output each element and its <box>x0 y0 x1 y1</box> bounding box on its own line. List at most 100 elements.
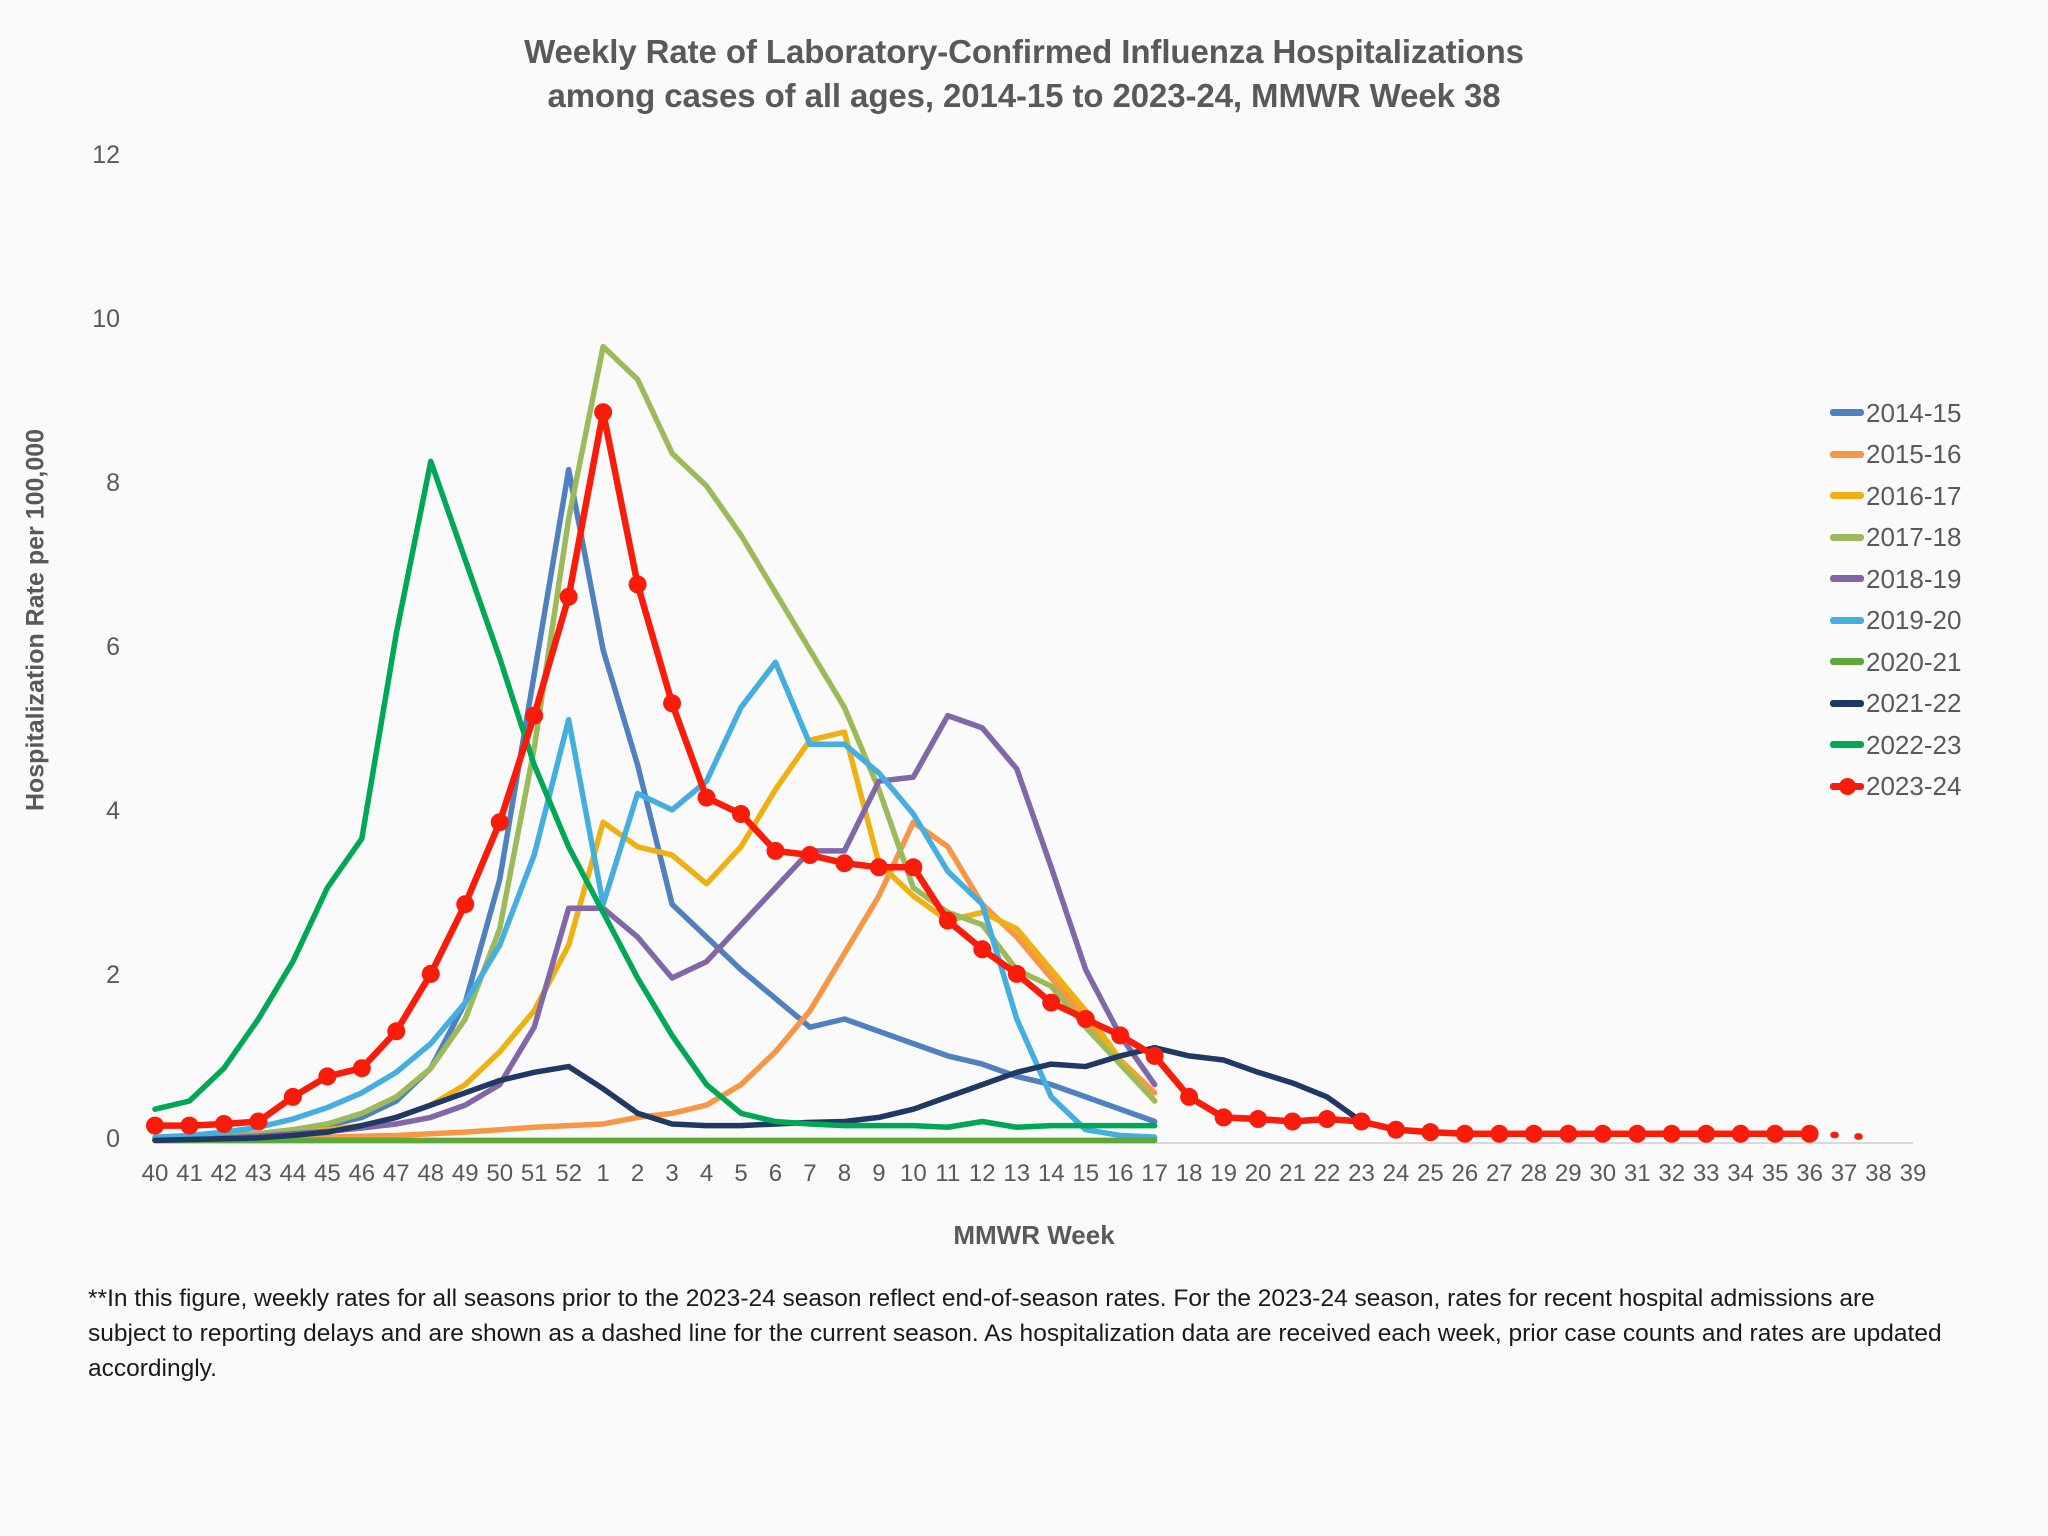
x-tick-label: 33 <box>1692 1160 1720 1187</box>
series-line-solid <box>152 819 1158 1144</box>
x-tick-label: 38 <box>1865 1160 1892 1187</box>
legend-item-2022-23[interactable]: 2022-23 <box>1830 724 1961 766</box>
data-point <box>1662 1124 1681 1143</box>
series-2023-24 <box>146 403 1882 1143</box>
legend-item-2018-19[interactable]: 2018-19 <box>1830 558 1961 600</box>
x-tick-label: 23 <box>1348 1160 1375 1187</box>
legend-item-2014-15[interactable]: 2014-15 <box>1830 392 1961 434</box>
legend-color-swatch <box>1830 575 1864 583</box>
title-line-2: among cases of all ages, 2014-15 to 2023… <box>547 76 1501 114</box>
data-point <box>421 964 440 983</box>
legend-color-swatch <box>1830 616 1864 624</box>
data-point <box>1559 1124 1578 1143</box>
data-point <box>1421 1123 1440 1142</box>
series-2019-20 <box>152 659 1158 1140</box>
title-line-1: Weekly Rate of Laboratory-Confirmed Infl… <box>524 33 1524 70</box>
x-tick-label: 12 <box>968 1160 996 1187</box>
x-tick-label: 6 <box>768 1160 783 1187</box>
data-point <box>283 1087 302 1106</box>
data-point <box>146 1116 164 1135</box>
data-point <box>594 403 613 422</box>
data-point <box>525 706 544 725</box>
x-tick-label: 47 <box>382 1160 410 1187</box>
x-tick-label: 36 <box>1796 1160 1823 1187</box>
x-tick-label: 21 <box>1279 1160 1306 1187</box>
data-point <box>1524 1124 1543 1143</box>
legend-item-label: 2015-16 <box>1866 439 1962 470</box>
legend-color-swatch <box>1830 409 1864 417</box>
legend-item-label: 2022-23 <box>1866 729 1962 760</box>
legend-item-2021-22[interactable]: 2021-22 <box>1830 683 1961 725</box>
legend-item-2015-16[interactable]: 2015-16 <box>1830 434 1961 476</box>
y-tick-label: 2 <box>106 961 120 989</box>
x-tick-label: 27 <box>1485 1160 1513 1187</box>
footnote: **In this figure, weekly rates for all s… <box>88 1285 1942 1382</box>
x-tick-label: 29 <box>1554 1160 1582 1187</box>
legend-color-swatch <box>1830 658 1864 666</box>
data-point <box>1490 1124 1509 1143</box>
x-tick-label: 28 <box>1520 1160 1548 1187</box>
y-tick-label: 6 <box>106 633 120 661</box>
x-tick-label: 50 <box>486 1160 514 1187</box>
data-point <box>766 841 785 860</box>
x-tick-label: 5 <box>734 1160 748 1187</box>
data-point <box>732 805 750 823</box>
x-tick-label: 1 <box>596 1160 610 1187</box>
x-tick-label: 41 <box>176 1160 203 1187</box>
x-tick-label: 44 <box>279 1160 307 1187</box>
x-tick-label: 52 <box>555 1160 582 1187</box>
data-point <box>869 858 888 877</box>
y-tick-label: 10 <box>92 305 120 333</box>
x-tick-label: 34 <box>1727 1160 1754 1187</box>
legend-color-swatch <box>1830 533 1864 541</box>
legend-item-2017-18[interactable]: 2017-18 <box>1830 517 1961 559</box>
x-tick-label: 40 <box>141 1160 169 1187</box>
legend-item-label: 2018-19 <box>1866 563 1962 594</box>
legend-item-label: 2016-17 <box>1866 480 1962 511</box>
y-tick-label: 0 <box>106 1125 120 1153</box>
x-tick-label: 20 <box>1244 1160 1272 1187</box>
x-tick-label: 11 <box>935 1160 961 1187</box>
data-point <box>1249 1110 1268 1129</box>
data-point <box>387 1022 406 1041</box>
data-point <box>249 1112 268 1131</box>
series-2022-23 <box>152 458 1158 1130</box>
data-point <box>628 575 647 594</box>
data-point <box>456 895 475 914</box>
legend-item-2023-24[interactable]: 2023-24 <box>1830 766 1961 808</box>
x-tick-label: 37 <box>1830 1160 1858 1187</box>
x-tick-label: 42 <box>210 1160 238 1187</box>
data-point <box>835 854 854 873</box>
data-point <box>1180 1087 1199 1106</box>
x-tick-label: 45 <box>313 1160 341 1187</box>
legend-item-2020-21[interactable]: 2020-21 <box>1830 641 1961 683</box>
data-point <box>214 1114 233 1133</box>
data-point <box>1697 1124 1716 1143</box>
x-tick-label: 13 <box>1003 1160 1031 1187</box>
series-2015-16 <box>152 819 1158 1144</box>
legend-item-label: 2021-22 <box>1866 688 1962 719</box>
data-point <box>1386 1120 1405 1139</box>
x-tick-label: 24 <box>1382 1160 1410 1187</box>
data-point <box>1455 1124 1474 1143</box>
y-axis-title: Hospitalization Rate per 100,000 <box>21 428 50 812</box>
data-point <box>490 813 509 832</box>
y-tick-label: 12 <box>92 141 120 169</box>
x-tick-label: 22 <box>1313 1160 1341 1187</box>
data-point <box>1214 1108 1233 1127</box>
data-point <box>352 1059 371 1078</box>
legend-item-2016-17[interactable]: 2016-17 <box>1830 475 1961 517</box>
x-tick-label: 16 <box>1106 1160 1134 1187</box>
x-tick-label: 32 <box>1658 1160 1686 1187</box>
data-point <box>1593 1124 1612 1143</box>
legend-item-2019-20[interactable]: 2019-20 <box>1830 600 1961 642</box>
legend-color-swatch <box>1830 450 1864 458</box>
x-tick-label: 10 <box>899 1160 927 1187</box>
legend-color-swatch <box>1830 777 1864 795</box>
data-point <box>1766 1124 1785 1143</box>
x-axis-title: MMWR Week <box>953 1220 1115 1250</box>
data-point <box>318 1067 337 1086</box>
data-point <box>1628 1124 1647 1143</box>
